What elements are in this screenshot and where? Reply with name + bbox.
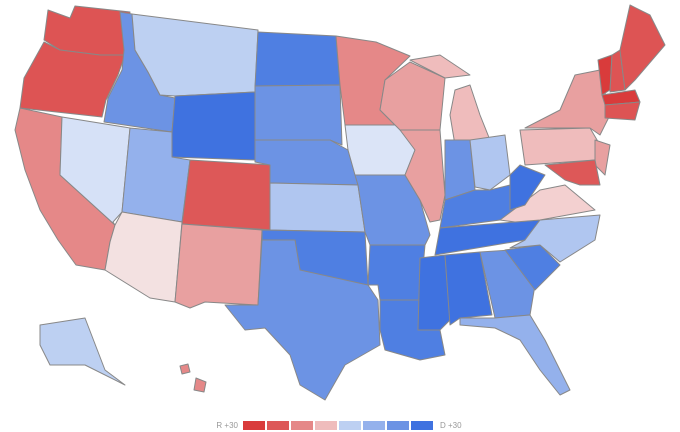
legend-swatch [339, 421, 361, 430]
region [174, 223, 263, 309]
region [269, 182, 366, 233]
legend-swatch [267, 421, 289, 430]
region [444, 251, 493, 326]
region [604, 101, 641, 121]
region [193, 377, 207, 393]
legend-swatch [411, 421, 433, 430]
region [399, 129, 446, 223]
region [19, 41, 126, 118]
region [169, 91, 256, 161]
region [254, 84, 343, 146]
legend-high-label: D +30 [440, 421, 462, 430]
region [181, 159, 273, 231]
region [509, 164, 546, 211]
region [499, 184, 596, 223]
region [459, 314, 571, 396]
legend-swatch [363, 421, 385, 430]
legend-swatch [243, 421, 265, 430]
region [39, 317, 126, 386]
region [104, 211, 183, 303]
region [43, 5, 131, 56]
region [254, 31, 341, 87]
region [367, 244, 426, 301]
region [449, 84, 491, 146]
legend-swatch [387, 421, 409, 430]
region [469, 134, 511, 191]
region [409, 54, 471, 79]
region [519, 127, 601, 166]
region [594, 139, 611, 176]
region [544, 159, 601, 186]
region [417, 254, 451, 331]
legend-swatch [315, 421, 337, 430]
legend-low-label: R +30 [216, 421, 238, 430]
region [179, 363, 191, 375]
region [224, 239, 381, 401]
region [524, 69, 611, 136]
legend-swatch [291, 421, 313, 430]
region [254, 139, 359, 186]
region [619, 4, 666, 91]
region [509, 214, 601, 263]
